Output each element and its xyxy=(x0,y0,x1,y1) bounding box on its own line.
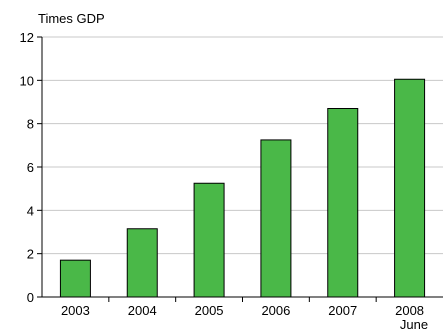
bar-2004 xyxy=(126,228,158,298)
y-axis-label: Times GDP xyxy=(38,11,105,26)
y-tick-label-6: 12 xyxy=(20,30,34,45)
y-tick-label-3: 6 xyxy=(27,160,34,175)
x-category-label-2004: 2004 xyxy=(128,303,157,318)
y-tick-label-4: 8 xyxy=(27,117,34,132)
bar-2005 xyxy=(193,182,225,298)
x-category-label-2005: 2005 xyxy=(195,303,224,318)
bar-2008 xyxy=(394,78,426,298)
x-category-label-2003: 2003 xyxy=(61,303,90,318)
bar-2003 xyxy=(59,259,91,298)
x-category-label-2008: 2008 xyxy=(395,303,424,318)
bar-2006 xyxy=(260,139,292,298)
y-tick-label-0: 0 xyxy=(27,290,34,305)
y-tick-label-2: 4 xyxy=(27,203,34,218)
x-category-label-2006: 2006 xyxy=(261,303,290,318)
grid xyxy=(42,36,443,255)
category-note: June xyxy=(400,317,428,332)
bars xyxy=(59,78,426,298)
y-ticks: 0 2 4 6 8 10 12 xyxy=(20,30,42,305)
axes xyxy=(41,37,443,302)
x-category-label-2007: 2007 xyxy=(328,303,357,318)
bar-2007 xyxy=(327,108,359,298)
y-tick-label-5: 10 xyxy=(20,73,34,88)
y-tick-label-1: 2 xyxy=(27,247,34,262)
x-categories: 2003 2004 2005 2006 2007 2008 xyxy=(61,303,424,318)
